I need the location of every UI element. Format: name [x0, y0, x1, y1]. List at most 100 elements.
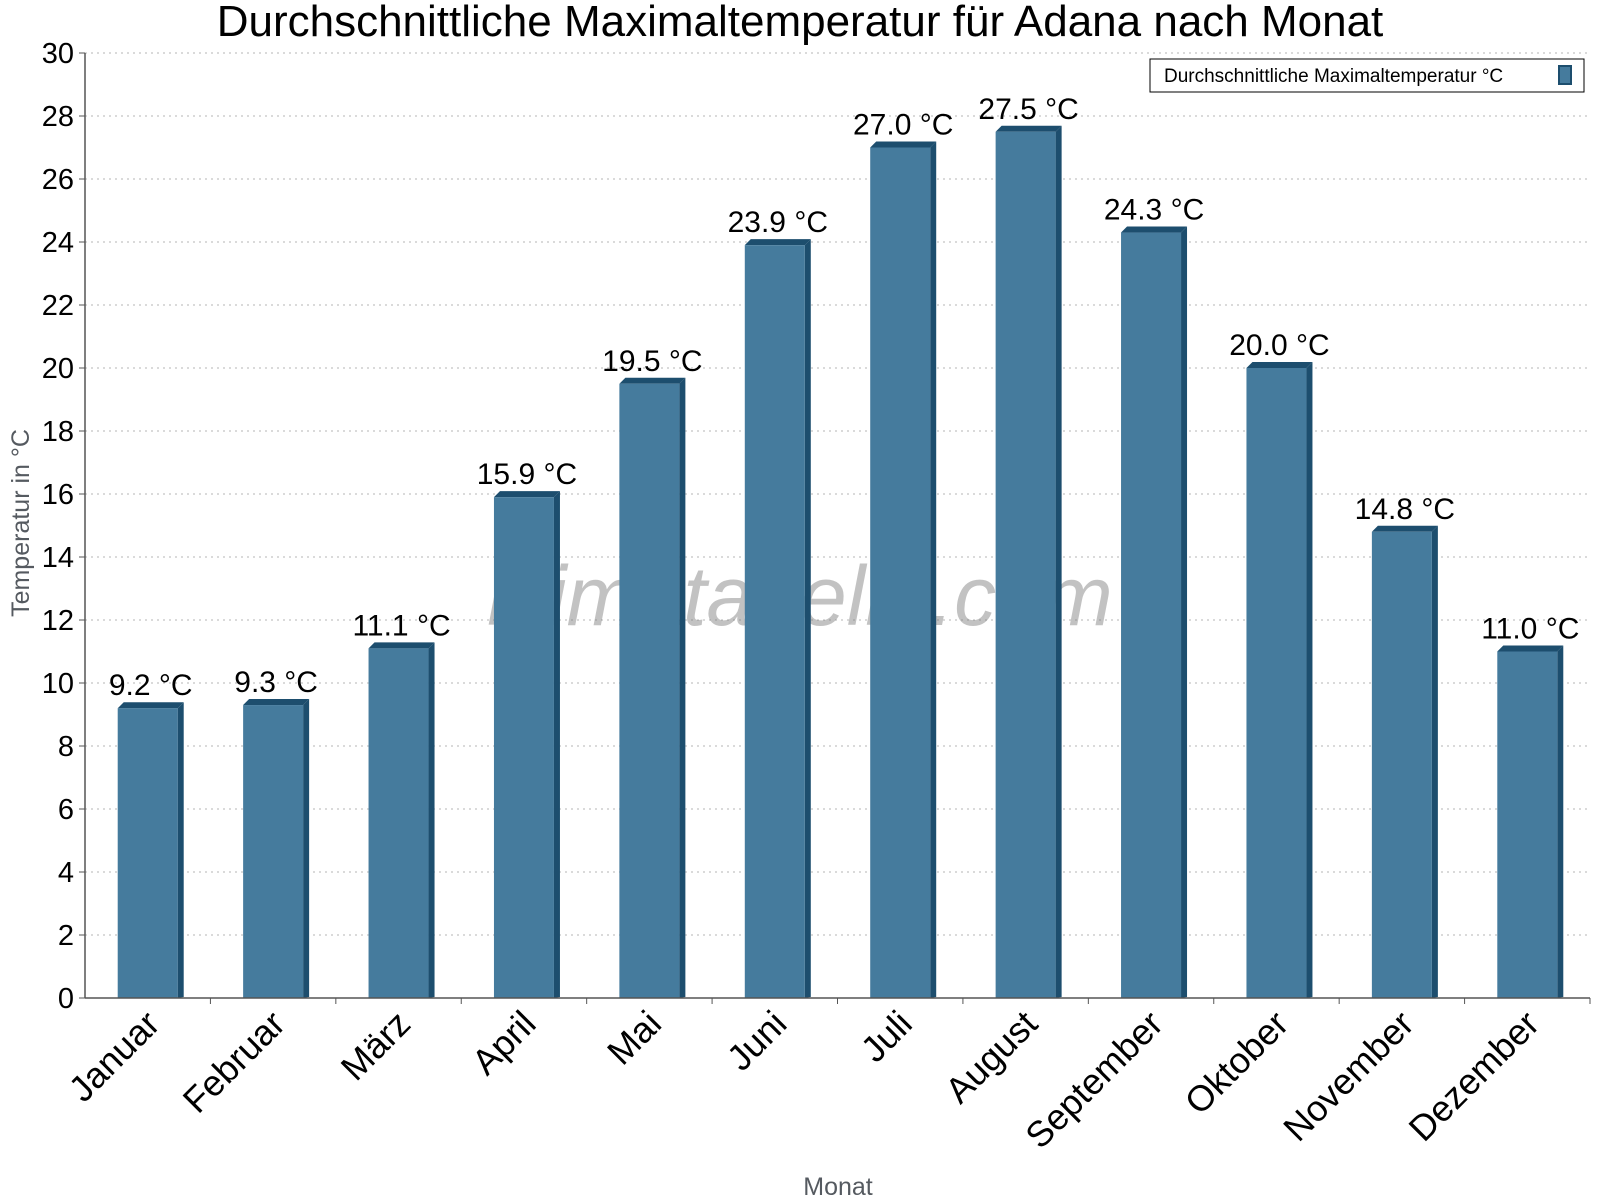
bar [117, 702, 184, 998]
y-tick-label: 18 [42, 416, 74, 448]
y-tick-label: 24 [42, 227, 74, 259]
data-label: 20.0 °C [1229, 329, 1329, 362]
bar-side [553, 491, 560, 998]
bar-front [744, 245, 805, 998]
y-tick-label: 6 [58, 794, 74, 826]
y-tick-label: 2 [58, 920, 74, 952]
data-label: 23.9 °C [728, 206, 828, 239]
bar [870, 141, 937, 998]
bar-top [1121, 226, 1188, 233]
y-tick-label: 4 [58, 857, 74, 889]
bar-top [744, 239, 811, 246]
bar-side [1181, 226, 1188, 999]
bar-top [870, 141, 937, 148]
bar-top [1371, 525, 1438, 532]
data-label: 11.0 °C [1481, 613, 1579, 646]
bar-front [1121, 232, 1182, 999]
data-label: 9.3 °C [234, 666, 318, 699]
chart-title: Durchschnittliche Maximaltemperatur für … [217, 0, 1384, 46]
data-label: 9.2 °C [109, 669, 193, 702]
data-label: 24.3 °C [1104, 194, 1204, 227]
x-tick-label: Oktober [1177, 1003, 1297, 1123]
bar [368, 642, 435, 998]
x-tick-label: Juni [719, 1003, 795, 1079]
data-label: 19.5 °C [602, 345, 702, 378]
x-tick-label: September [1017, 1003, 1171, 1157]
bar-front [870, 147, 931, 998]
y-tick-label: 10 [42, 668, 74, 700]
x-tick-labels: Januar Februar März April Mai Juni Juli AugustS… [61, 1003, 1547, 1157]
bar-side [1557, 645, 1564, 998]
bar [1246, 362, 1313, 998]
bar-top [1246, 362, 1313, 368]
legend-swatch [1558, 65, 1572, 85]
data-label: 15.9 °C [477, 458, 577, 491]
x-axis-label: Monat [803, 1173, 873, 1200]
y-tick-label: 12 [42, 605, 74, 637]
bar [493, 491, 560, 998]
x-tick-label: November [1275, 1003, 1421, 1149]
bar [1497, 645, 1564, 998]
y-tick-label: 20 [42, 353, 74, 385]
bar-side [1306, 362, 1313, 998]
y-tick-label: 28 [42, 101, 74, 133]
data-label: 14.8 °C [1355, 493, 1455, 526]
bar-side [679, 377, 686, 998]
y-tick-label: 14 [42, 542, 74, 574]
legend: Durchschnittliche Maximaltemperatur °C [1149, 58, 1585, 93]
bar-top [1497, 645, 1564, 652]
data-label: 11.1 °C [352, 609, 450, 642]
bar-front [117, 708, 178, 998]
bar-top [368, 642, 435, 649]
bar-front [368, 648, 429, 998]
bar-side [428, 642, 435, 998]
y-tick-label: 16 [42, 479, 74, 511]
bar-front [1246, 368, 1307, 998]
bar-top [995, 125, 1062, 132]
bar-side [1055, 125, 1062, 998]
bar [243, 699, 310, 998]
bar-front [619, 383, 680, 998]
y-tick-label: 0 [58, 983, 74, 1015]
y-tick-label: 26 [42, 164, 74, 196]
y-tick-label: 30 [42, 38, 74, 70]
bar [744, 239, 811, 998]
x-tick-label: Dezember [1401, 1003, 1547, 1149]
bar [1371, 525, 1438, 998]
bar-side [1431, 525, 1438, 998]
bar-side [930, 141, 937, 998]
y-tick-label: 22 [42, 290, 74, 322]
x-tick-label: Januar [61, 1003, 168, 1110]
axes [79, 52, 1591, 1004]
x-tick-label: Februar [175, 1003, 293, 1121]
legend-box [1149, 58, 1585, 93]
bar-front [243, 705, 304, 998]
bar-top [243, 699, 310, 706]
bar-top [619, 377, 686, 384]
bar [1121, 226, 1188, 999]
x-tick-label: April [464, 1003, 544, 1083]
bar-front [995, 131, 1056, 998]
bar-front [1497, 651, 1558, 998]
data-label: 27.0 °C [853, 109, 953, 142]
bar-top [493, 491, 560, 498]
bar-front [1371, 531, 1432, 998]
bar-side [177, 702, 184, 998]
x-tick-label: August [937, 1003, 1045, 1111]
bar-side [303, 699, 310, 998]
x-tick-label: Mai [599, 1003, 669, 1073]
bar [995, 125, 1062, 998]
bar-side [804, 239, 811, 998]
grid-lines [85, 52, 1590, 936]
legend-label: Durchschnittliche Maximaltemperatur °C [1164, 66, 1503, 87]
y-axis-label: Temperatur in °C [7, 429, 35, 617]
bar [619, 377, 686, 998]
bars [117, 125, 1564, 999]
y-tick-label: 8 [58, 731, 74, 763]
bar-front [493, 497, 554, 998]
bar-top [117, 702, 184, 709]
x-tick-label: Juli [853, 1003, 920, 1070]
x-tick-label: März [333, 1003, 419, 1089]
